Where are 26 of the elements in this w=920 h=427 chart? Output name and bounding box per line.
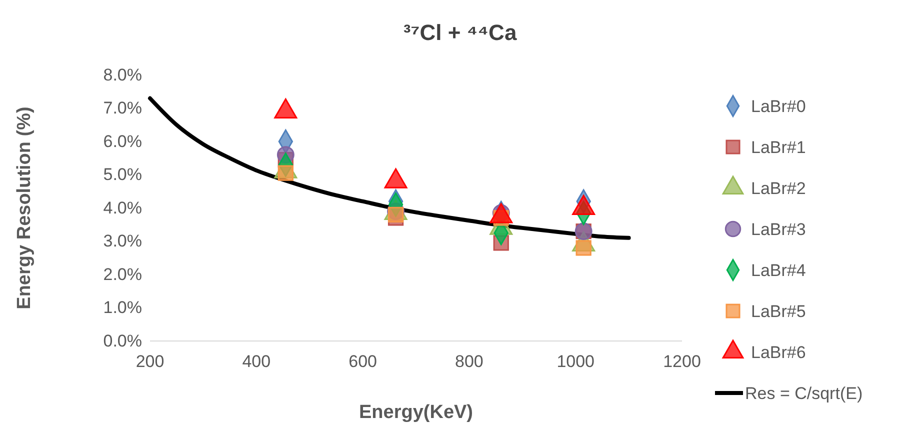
legend-label: LaBr#4 (751, 261, 806, 280)
y-tick-label: 6.0% (103, 132, 142, 151)
chart-title: ³⁷Cl + ⁴⁴Ca (403, 20, 518, 45)
y-tick-label: 5.0% (103, 165, 142, 184)
y-tick-label: 0.0% (103, 331, 142, 350)
y-tick-label: 1.0% (103, 298, 142, 318)
legend-label: LaBr#5 (751, 302, 806, 321)
x-tick-label: 1200 (663, 352, 701, 372)
legend-label: LaBr#0 (751, 97, 806, 116)
y-axis-title: Energy Resolution (%) (14, 106, 35, 310)
x-tick-label: 400 (242, 352, 271, 372)
y-tick-label: 4.0% (103, 198, 142, 218)
legend-label: Res = C/sqrt(E) (745, 384, 863, 403)
y-tick-label: 7.0% (103, 98, 142, 118)
x-axis-title: Energy(KeV) (358, 402, 474, 423)
x-tick-label: 600 (348, 352, 377, 372)
legend-label: LaBr#6 (751, 343, 806, 362)
x-tick-label: 800 (455, 352, 484, 372)
y-tick-label: 8.0% (103, 65, 142, 84)
x-tick-label: 1000 (556, 352, 595, 372)
y-tick-label: 3.0% (103, 232, 142, 251)
legend-label: LaBr#1 (751, 138, 806, 157)
legend-label: LaBr#3 (751, 220, 806, 239)
y-tick-label: 2.0% (103, 264, 142, 284)
legend-label: LaBr#2 (751, 179, 806, 198)
x-tick-label: 200 (136, 352, 164, 372)
